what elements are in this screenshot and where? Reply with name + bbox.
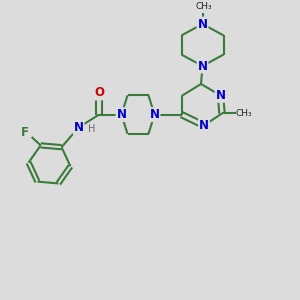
Text: N: N [74, 121, 84, 134]
Text: N: N [215, 89, 226, 102]
Text: H: H [88, 124, 95, 134]
Text: CH₃: CH₃ [196, 2, 212, 11]
Text: N: N [197, 59, 208, 73]
Text: N: N [199, 119, 209, 132]
Text: N: N [149, 108, 160, 121]
Text: O: O [94, 86, 104, 100]
Text: CH₃: CH₃ [235, 109, 252, 118]
Text: F: F [21, 126, 29, 139]
Text: N: N [116, 108, 127, 121]
Text: N: N [197, 17, 208, 31]
